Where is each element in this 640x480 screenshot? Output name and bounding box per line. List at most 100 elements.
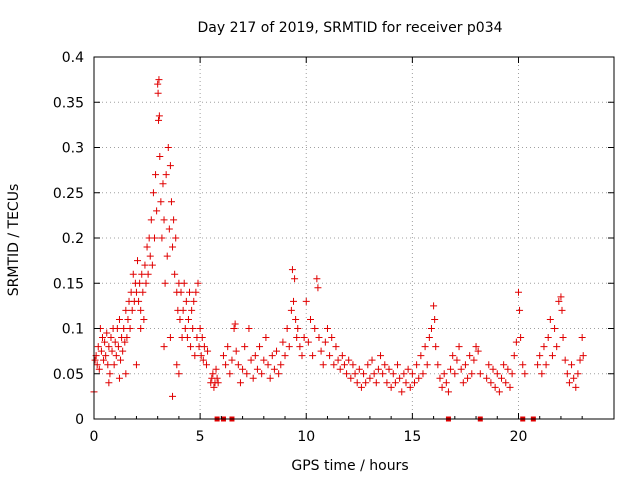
data-point [509,370,516,377]
data-point [256,343,263,350]
data-point [293,334,300,341]
data-point [291,275,298,282]
data-point [311,325,318,332]
data-point [396,375,403,382]
data-point [151,235,158,242]
data-point [322,339,329,346]
data-point [579,334,586,341]
data-point [320,361,327,368]
data-point [172,235,179,242]
x-axis-label: GPS time / hours [291,458,408,474]
data-point [428,325,435,332]
data-point [460,379,467,386]
data-point [122,307,129,314]
data-point [432,343,439,350]
data-point [315,334,322,341]
data-point [155,90,162,97]
data-point [155,76,162,83]
data-point [130,271,137,278]
data-point [516,307,523,314]
data-point [148,216,155,223]
data-point [122,370,129,377]
data-point [150,189,157,196]
data-point [136,280,143,287]
data-point [133,289,140,296]
data-point [560,334,567,341]
data-point [167,334,174,341]
data-point [158,235,165,242]
data-point [299,352,306,359]
data-point [413,361,420,368]
y-tick-label: 0.4 [62,50,84,66]
data-point [439,384,446,391]
y-tick-label: 0.05 [53,367,84,383]
y-tick-label: 0.35 [53,95,84,111]
data-point [366,375,373,382]
data-point [559,307,566,314]
data-point [580,352,587,359]
data-point [377,352,384,359]
data-point [114,325,121,332]
data-point [383,379,390,386]
data-point [339,352,346,359]
data-point [113,352,120,359]
data-point [504,366,511,373]
data-point [271,366,278,373]
data-point [470,357,477,364]
data-point [260,357,267,364]
data-point [328,334,335,341]
chart-title: Day 217 of 2019, SRMTID for receiver p03… [197,20,502,36]
data-point [577,357,584,364]
data-point [275,370,282,377]
data-point [209,370,216,377]
y-axis-label: SRMTID / TECUs [6,184,22,297]
data-point [231,325,238,332]
data-point [220,352,227,359]
data-point [456,343,463,350]
data-point [515,289,522,296]
data-point [511,352,518,359]
data-point [156,153,163,160]
data-point [168,198,175,205]
data-point [188,307,195,314]
data-point [502,379,509,386]
data-point [163,171,170,178]
data-point [358,384,365,391]
data-point [492,384,499,391]
y-tick-label: 0.25 [53,186,84,202]
data-point [112,339,119,346]
data-point [133,361,140,368]
data-point [553,343,560,350]
data-point [574,370,581,377]
data-point [176,316,183,323]
data-point [341,361,348,368]
data-point [141,262,148,269]
data-point [129,307,136,314]
data-point [213,366,220,373]
data-point [445,388,452,395]
data-point [568,361,575,368]
data-point [364,361,371,368]
data-point [466,352,473,359]
data-point [235,361,242,368]
x-tick-label: 20 [510,429,528,445]
data-point [186,289,193,296]
data-point [95,343,102,350]
data-point [284,325,291,332]
data-point [347,375,354,382]
data-point [245,325,252,332]
y-tick-label: 0.15 [53,276,84,292]
data-point [106,370,113,377]
data-point [139,289,146,296]
data-point [171,271,178,278]
data-point [190,298,197,305]
data-point [145,271,152,278]
data-point [517,334,524,341]
data-point [483,375,490,382]
data-point [360,370,367,377]
data-point [199,334,206,341]
data-point [309,352,316,359]
x-tick-label: 5 [196,429,205,445]
data-point [119,348,126,355]
data-point [105,343,112,350]
